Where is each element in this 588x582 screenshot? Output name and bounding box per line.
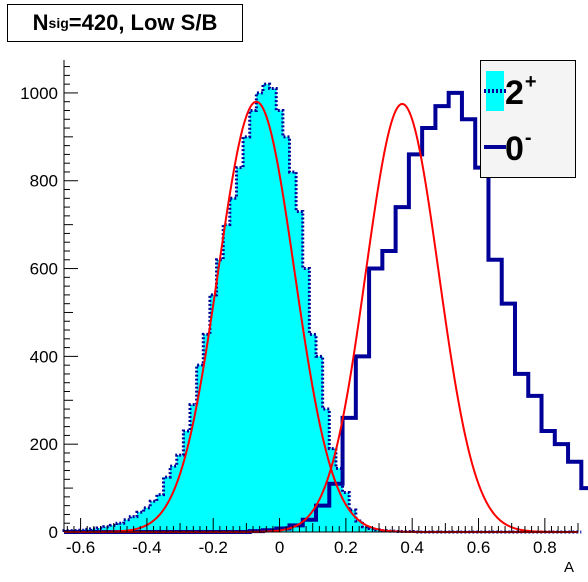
x-tick-label: -0.2 — [199, 538, 228, 557]
bar-2plus — [335, 468, 343, 532]
bar-2plus — [176, 455, 184, 532]
legend-entry-0minus: 0- — [481, 123, 577, 173]
bar-2plus — [123, 519, 131, 532]
bar-2plus — [170, 466, 178, 532]
y-tick-label: 1000 — [20, 84, 58, 103]
series-2plus-outline — [62, 82, 582, 534]
title-prefix: N — [32, 10, 49, 35]
bar-2plus — [236, 167, 244, 533]
bar-2plus — [243, 136, 251, 532]
x-tick-label: 0 — [275, 538, 284, 557]
bar-2plus — [209, 294, 217, 532]
bar-2plus — [256, 92, 264, 532]
bar-2plus — [229, 198, 237, 532]
bar-2plus — [150, 501, 158, 532]
bar-2plus — [329, 448, 337, 532]
bar-2plus — [183, 431, 191, 532]
bar-2plus — [342, 492, 350, 532]
bar-2plus — [136, 512, 144, 532]
y-tick-label: 200 — [30, 435, 58, 454]
bar-2plus — [302, 268, 310, 532]
x-tick-label: 0.2 — [334, 538, 358, 557]
bar-2plus — [130, 516, 138, 532]
bar-2plus — [282, 136, 290, 532]
bar-2plus — [223, 224, 231, 532]
bar-2plus — [262, 84, 270, 532]
y-tick-label: 800 — [30, 172, 58, 191]
legend-swatch-2plus — [484, 71, 506, 111]
y-tick-label: 0 — [49, 523, 58, 542]
bar-2plus — [276, 110, 284, 532]
bar-2plus — [309, 334, 317, 532]
legend: 2+ 0- — [480, 60, 576, 178]
bar-2plus — [196, 365, 204, 532]
title-subscript: sig — [48, 15, 69, 31]
bar-2plus — [316, 356, 323, 532]
x-tick-label: -0.4 — [132, 538, 161, 557]
bar-2plus — [216, 259, 224, 532]
title-suffix: =420, Low S/B — [68, 10, 218, 35]
legend-label-2plus: 2+ — [505, 71, 537, 112]
bar-2plus — [190, 404, 197, 532]
bar-2plus — [322, 409, 330, 532]
bar-2plus — [203, 334, 211, 532]
x-tick-label: 0.6 — [467, 538, 491, 557]
legend-label-0minus: 0- — [505, 127, 532, 168]
x-tick-label: 0.4 — [400, 538, 424, 557]
bar-2plus — [296, 211, 304, 532]
x-axis-title: A — [564, 559, 574, 576]
y-tick-label: 400 — [30, 347, 58, 366]
legend-swatch-0minus — [484, 145, 506, 149]
bar-2plus — [349, 510, 357, 532]
legend-entry-2plus: 2+ — [481, 67, 577, 117]
x-tick-label: 0.8 — [533, 538, 557, 557]
x-tick-label: -0.6 — [66, 538, 95, 557]
y-tick-label: 600 — [30, 260, 58, 279]
bar-2plus — [249, 110, 257, 532]
bar-2plus — [289, 171, 297, 533]
bar-2plus — [269, 88, 277, 532]
